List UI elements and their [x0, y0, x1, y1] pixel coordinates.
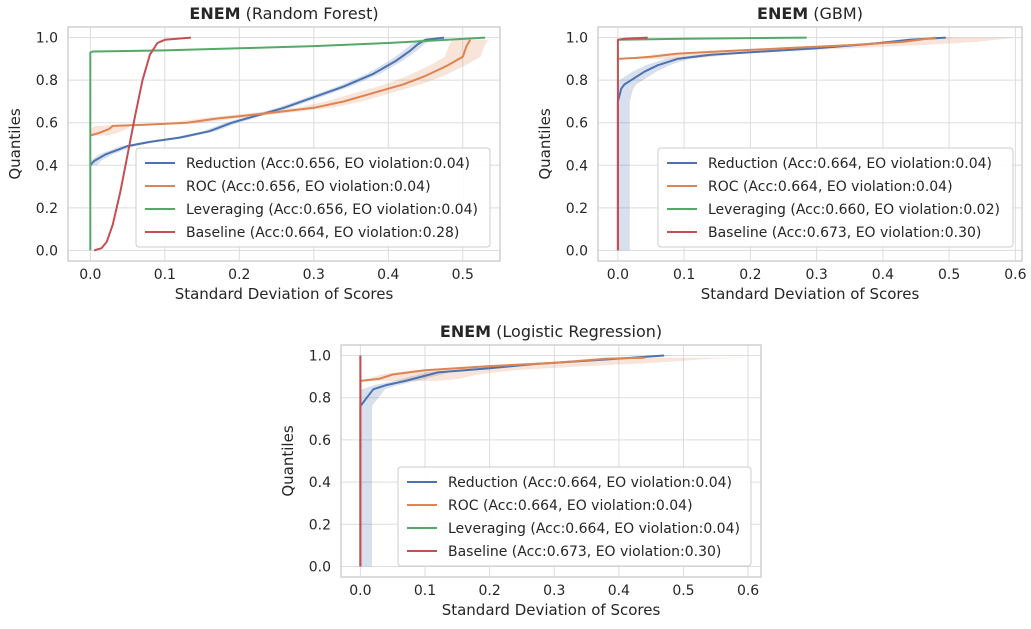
chart-2: 0.0 0.1 0.2 0.3 0.4 0.5 0.6 0.0 0.2 0.4 0.6 0.8 1.0 E…: [536, 4, 1027, 303]
legend-label: Reduction (Acc:0.664, EO violation:0.04): [708, 156, 992, 172]
chart-title-bold: ENEM: [189, 4, 240, 23]
legend-label: Baseline (Acc:0.664, EO violation:0.28): [186, 225, 459, 241]
x-tick-label: 0.6: [737, 583, 759, 599]
x-tick-label: 0.0: [79, 267, 101, 283]
x-tick-label: 0.0: [349, 583, 371, 599]
y-tick-label: 0.4: [36, 158, 58, 174]
legend-label: ROC (Acc:0.664, EO violation:0.04): [708, 179, 953, 195]
x-tick-label: 0.6: [1004, 267, 1026, 283]
y-tick-label: 1.0: [566, 31, 588, 47]
y-tick-label: 0.6: [566, 116, 588, 132]
legend-box: [135, 147, 491, 248]
chart-title-rest: (Logistic Regression): [491, 322, 662, 341]
y-axis-label: Quantiles: [279, 425, 297, 496]
chart-title-rest: (GBM): [808, 4, 863, 23]
legend-label: Reduction (Acc:0.664, EO violation:0.04): [448, 475, 732, 491]
x-tick-label: 0.0: [607, 267, 629, 283]
series-line-4: [616, 36, 648, 251]
chart-title: ENEM (GBM): [757, 4, 863, 23]
x-tick-label: 0.4: [377, 267, 399, 283]
x-tick-label: 0.1: [154, 267, 176, 283]
x-tick-label: 0.3: [805, 267, 827, 283]
y-tick-label: 0.0: [309, 559, 331, 575]
series-band-2: [360, 357, 751, 381]
series-line-2: [360, 356, 645, 382]
legend-label: Leveraging (Acc:0.656, EO violation:0.04…: [186, 202, 478, 218]
x-tick-label: 0.2: [739, 267, 761, 283]
legend-label: Leveraging (Acc:0.664, EO violation:0.04…: [448, 521, 740, 537]
legend-label: ROC (Acc:0.656, EO violation:0.04): [186, 179, 431, 195]
y-tick-label: 0.2: [36, 201, 58, 217]
legend: Reduction (Acc:0.656, EO violation:0.04)…: [135, 147, 491, 248]
x-tick-label: 0.2: [478, 583, 500, 599]
y-axis-label: Quantiles: [6, 108, 24, 179]
series-line-2: [90, 39, 472, 137]
plot-border: [597, 26, 1023, 262]
x-tick-label: 0.1: [414, 583, 436, 599]
x-tick-label: 0.5: [452, 267, 474, 283]
legend-label: ROC (Acc:0.664, EO violation:0.04): [448, 498, 693, 514]
legend-label: Reduction (Acc:0.656, EO violation:0.04): [186, 156, 470, 172]
y-axis-label: Quantiles: [536, 108, 554, 179]
chart-title: ENEM (Logistic Regression): [440, 322, 662, 341]
y-tick-label: 0.2: [566, 201, 588, 217]
series-line-4: [93, 36, 191, 252]
legend-box: [397, 466, 752, 567]
chart-title-bold: ENEM: [757, 4, 808, 23]
x-axis-label: Standard Deviation of Scores: [701, 285, 920, 303]
y-tick-label: 0.6: [36, 116, 58, 132]
plot-border: [340, 344, 762, 578]
y-tick-label: 1.0: [36, 31, 58, 47]
y-tick-label: 0.8: [36, 73, 58, 89]
legend: Reduction (Acc:0.664, EO violation:0.04)…: [397, 466, 752, 567]
chart-title: ENEM (Random Forest): [189, 4, 378, 23]
series-line-2: [617, 36, 937, 60]
x-tick-label: 0.1: [673, 267, 695, 283]
legend-label: Leveraging (Acc:0.660, EO violation:0.02…: [708, 202, 1000, 218]
y-tick-label: 0.6: [309, 433, 331, 449]
x-tick-label: 0.3: [543, 583, 565, 599]
chart-title-rest: (Random Forest): [241, 4, 379, 23]
y-tick-label: 0.0: [36, 243, 58, 259]
legend-label: Baseline (Acc:0.673, EO violation:0.30): [708, 225, 981, 241]
x-axis-label: Standard Deviation of Scores: [175, 285, 394, 303]
series-band-1: [90, 37, 451, 166]
chart-3: 0.0 0.1 0.2 0.3 0.4 0.5 0.6 0.0 0.2 0.4 0.6 0.8 1.0 E…: [279, 322, 762, 619]
series-line-3: [89, 36, 486, 251]
legend-box: [657, 147, 1014, 248]
y-tick-label: 1.0: [309, 349, 331, 365]
y-tick-label: 0.4: [309, 475, 331, 491]
y-tick-label: 0.8: [309, 391, 331, 407]
plot-border: [67, 26, 501, 262]
x-tick-label: 0.4: [608, 583, 630, 599]
y-tick-label: 0.8: [566, 73, 588, 89]
x-tick-label: 0.3: [303, 267, 325, 283]
chart-1: 0.0 0.1 0.2 0.3 0.4 0.5 0.0 0.2 0.4 0.6 0.8 1.0 ENEM…: [6, 4, 501, 303]
legend: Reduction (Acc:0.664, EO violation:0.04)…: [657, 147, 1014, 248]
series-line-3: [617, 36, 807, 41]
legend-label: Baseline (Acc:0.673, EO violation:0.30): [448, 544, 721, 560]
chart-title-bold: ENEM: [440, 322, 491, 341]
y-tick-label: 0.4: [566, 158, 588, 174]
x-tick-label: 0.5: [938, 267, 960, 283]
x-tick-label: 0.2: [228, 267, 250, 283]
x-tick-label: 0.5: [672, 583, 694, 599]
x-axis-label: Standard Deviation of Scores: [442, 601, 661, 619]
y-tick-label: 0.0: [566, 243, 588, 259]
y-tick-label: 0.2: [309, 517, 331, 533]
x-tick-label: 0.4: [872, 267, 894, 283]
